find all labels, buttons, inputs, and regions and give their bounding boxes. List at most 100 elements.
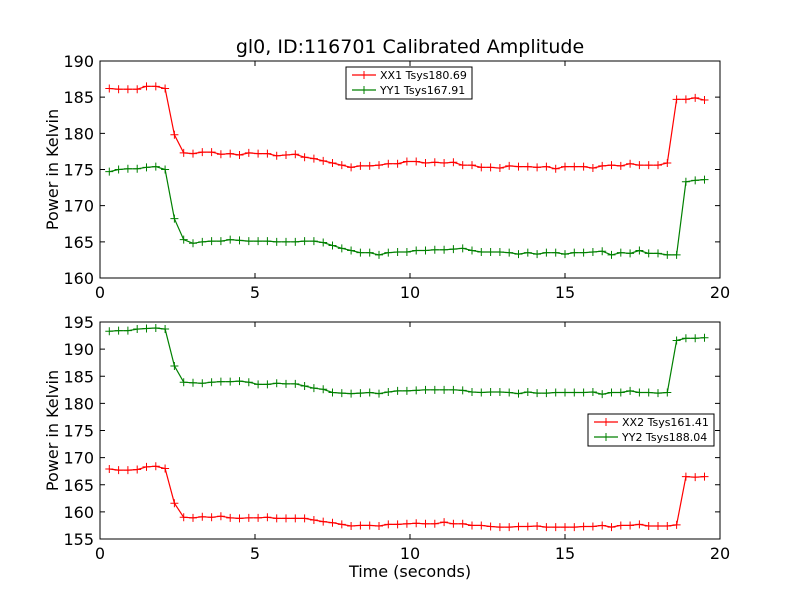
legend: XX2 Tsys161.41 YY2 Tsys188.04 [587,413,715,447]
data-point [105,465,114,474]
data-point [151,323,160,332]
data-point [458,386,467,395]
x-tick-label: 5 [250,544,260,563]
data-point [514,389,523,398]
data-point [179,513,188,522]
y-tick-label: 165 [63,233,94,252]
data-point [402,386,411,395]
legend-marker [602,433,610,441]
y-tick-label: 175 [63,422,94,441]
x-axis-label: Time (seconds) [348,562,471,581]
data-point [272,237,281,246]
data-point [356,161,365,170]
data-point [263,380,272,389]
data-point [626,521,635,530]
data-point [607,388,616,397]
data-point [216,377,225,386]
data-point [226,235,235,244]
data-point [551,164,560,173]
data-point [542,248,551,257]
data-point [523,387,532,396]
data-point [328,241,337,250]
data-point [384,520,393,529]
data-point [588,247,597,256]
data-point [356,389,365,398]
data-point [189,513,197,522]
data-point [356,521,365,530]
y-tick-label: 155 [63,530,94,549]
data-point [468,387,476,396]
x-tick-label: 10 [400,544,420,563]
data-point [123,466,132,475]
data-point [133,325,142,334]
data-point [384,248,393,257]
data-point [468,161,476,170]
data-point [458,161,467,170]
data-point [207,378,216,387]
data-point [505,248,514,257]
data-point [588,387,597,396]
legend-marker [360,71,368,79]
data-point [626,386,635,395]
data-point [495,523,504,532]
data-point [551,248,560,257]
data-point [161,464,170,473]
y-tick-label: 175 [63,161,94,180]
data-point [254,149,263,158]
legend: XX1 Tsys180.69 YY1 Tsys167.91 [345,66,473,100]
data-point [133,85,142,94]
data-point [328,158,337,167]
data-point [477,388,486,397]
data-point [700,333,709,342]
data-point [598,161,607,170]
data-point [309,384,318,393]
data-point [533,250,542,259]
data-point [514,522,523,531]
data-point [449,519,458,528]
data-point [375,521,383,530]
data-point [663,158,672,167]
data-point [282,237,290,246]
data-point [430,385,439,394]
data-point [654,161,662,170]
legend-marker [360,86,368,94]
data-point [691,176,700,185]
data-point [151,462,160,471]
data-point [170,214,179,223]
bottom-subplot: 0 5 10 15 20 155 160 165 170 175 180 185 190 195 Power… [43,313,730,581]
data-point [189,378,197,387]
x-tick-label: 15 [555,544,575,563]
data-point [486,163,495,172]
data-point [142,82,151,91]
data-point [486,247,495,256]
data-point [570,523,579,532]
data-point [542,389,551,398]
data-point [681,95,690,104]
data-point [123,164,132,173]
data-point [691,334,700,343]
data-point [663,250,672,259]
data-point [495,247,504,256]
data-point [681,472,690,481]
data-point [644,249,653,258]
data-point [579,388,588,397]
data-point [254,513,263,522]
y-tick-label: 185 [63,88,94,107]
data-point [235,514,244,523]
legend-box [345,66,473,100]
data-point [179,235,188,244]
data-point [607,523,616,532]
data-point [291,379,300,388]
data-point [505,388,514,397]
data-point [216,150,225,159]
data-point [198,237,207,246]
data-point [207,237,216,246]
data-point [319,238,328,247]
data-point [635,520,644,529]
data-point [607,161,616,170]
data-point [347,389,356,398]
data-point [393,247,402,256]
y-axis-label: Power in Kelvin [43,109,62,230]
data-point [654,521,662,530]
data-point [347,163,356,172]
